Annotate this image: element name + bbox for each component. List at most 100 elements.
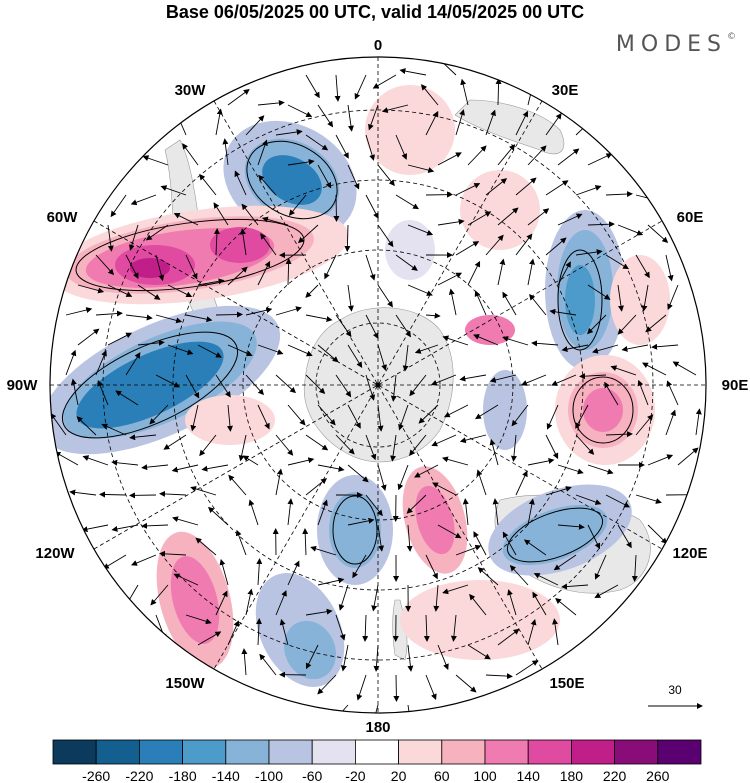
wind-vector	[333, 194, 340, 222]
wind-vector	[635, 494, 662, 504]
reference-vector: 30	[648, 683, 703, 709]
wind-vector	[406, 524, 413, 552]
wind-vector	[409, 434, 427, 456]
colorbar-swatch	[657, 739, 702, 765]
wind-vector	[372, 74, 397, 89]
wind-vector	[455, 544, 482, 556]
wind-vector	[631, 554, 638, 582]
wind-vector	[201, 464, 229, 472]
colorbar-swatch	[268, 739, 313, 765]
wind-vector	[473, 334, 499, 346]
wind-vector	[258, 174, 277, 196]
wind-vector	[111, 459, 139, 466]
wind-vector	[377, 164, 395, 187]
wind-vector	[354, 74, 367, 100]
wind-vector	[459, 434, 487, 444]
label-lon-150e: 150E	[549, 675, 584, 692]
wind-vector	[234, 170, 247, 196]
wind-vector	[621, 344, 649, 352]
wind-vector	[437, 272, 463, 286]
wind-vector	[527, 145, 547, 166]
wind-vector	[199, 434, 217, 457]
wind-vector	[397, 464, 409, 491]
brand-mark: ©	[727, 32, 736, 42]
wind-vector	[407, 704, 413, 713]
wind-vector	[467, 145, 487, 166]
wind-vector	[275, 129, 303, 136]
wind-vector	[305, 608, 333, 616]
wind-vector	[235, 529, 247, 556]
wind-vector	[125, 254, 139, 279]
wind-vector	[137, 339, 165, 346]
wind-vector	[509, 564, 529, 586]
wind-vector	[515, 177, 537, 196]
label-lon-60e: 60E	[677, 209, 704, 226]
wind-vector	[502, 336, 529, 346]
wind-vector	[215, 108, 223, 136]
wind-vector	[222, 138, 229, 166]
wind-vector	[227, 344, 253, 357]
wind-vector	[287, 560, 300, 586]
wind-vector	[344, 224, 351, 252]
wind-vector	[213, 202, 229, 226]
wind-vector	[197, 344, 222, 358]
colorbar-swatch	[138, 739, 183, 765]
wind-vector	[587, 524, 601, 550]
wind-vector	[255, 618, 262, 646]
colorbar-tick-label: 220	[603, 768, 627, 783]
wind-vector	[128, 224, 139, 251]
wind-vector	[377, 344, 387, 371]
wind-vector	[142, 155, 169, 166]
wind-vector	[617, 224, 644, 236]
reference-vector-label: 30	[668, 683, 682, 697]
brand-text: MODES	[615, 32, 727, 57]
wind-vector	[647, 524, 668, 544]
wind-vector	[167, 344, 194, 355]
wind-vector	[437, 644, 449, 670]
wind-vector	[241, 648, 248, 676]
wind-vector	[545, 486, 572, 496]
wind-vector	[352, 554, 367, 579]
wind-vector	[81, 524, 109, 533]
wind-vector	[617, 284, 624, 312]
wind-vector	[473, 531, 487, 556]
wind-vector	[515, 660, 539, 676]
colorbar-tick-label: -60	[302, 768, 322, 783]
colorbar-tick-label: -140	[212, 768, 240, 783]
wind-vector	[665, 254, 674, 282]
wind-vector	[330, 704, 349, 713]
wind-vector	[532, 591, 547, 616]
wind-vector	[551, 374, 577, 386]
wind-vector	[335, 374, 352, 398]
wind-vector	[474, 290, 487, 316]
wind-vector	[362, 614, 369, 642]
wind-vector	[107, 332, 133, 346]
wind-vector	[317, 674, 337, 695]
label-lon-90e: 90E	[722, 377, 749, 394]
wind-vector	[167, 284, 193, 298]
wind-vector	[651, 343, 679, 350]
wind-vector	[605, 431, 633, 438]
wind-vector	[531, 340, 559, 347]
wind-vector	[335, 614, 346, 641]
wind-vector	[199, 173, 217, 196]
wind-vector	[159, 550, 187, 557]
wind-vector	[497, 207, 519, 226]
wind-vector	[185, 374, 200, 399]
wind-vector	[50, 412, 67, 436]
colorbar-swatch	[182, 739, 227, 765]
label-lon-30w: 30W	[175, 82, 207, 99]
wind-vector	[260, 233, 277, 256]
wind-vector	[305, 134, 329, 151]
wind-vector	[215, 374, 231, 398]
wind-vector	[347, 517, 375, 526]
wind-vector	[228, 474, 247, 496]
wind-vector	[287, 158, 315, 166]
wind-vector	[238, 434, 247, 462]
wind-vector	[171, 464, 199, 473]
wind-vector	[515, 233, 533, 256]
colorbar-tick-label: 140	[517, 768, 541, 783]
wind-vector	[287, 498, 294, 526]
wind-vector	[257, 139, 268, 166]
